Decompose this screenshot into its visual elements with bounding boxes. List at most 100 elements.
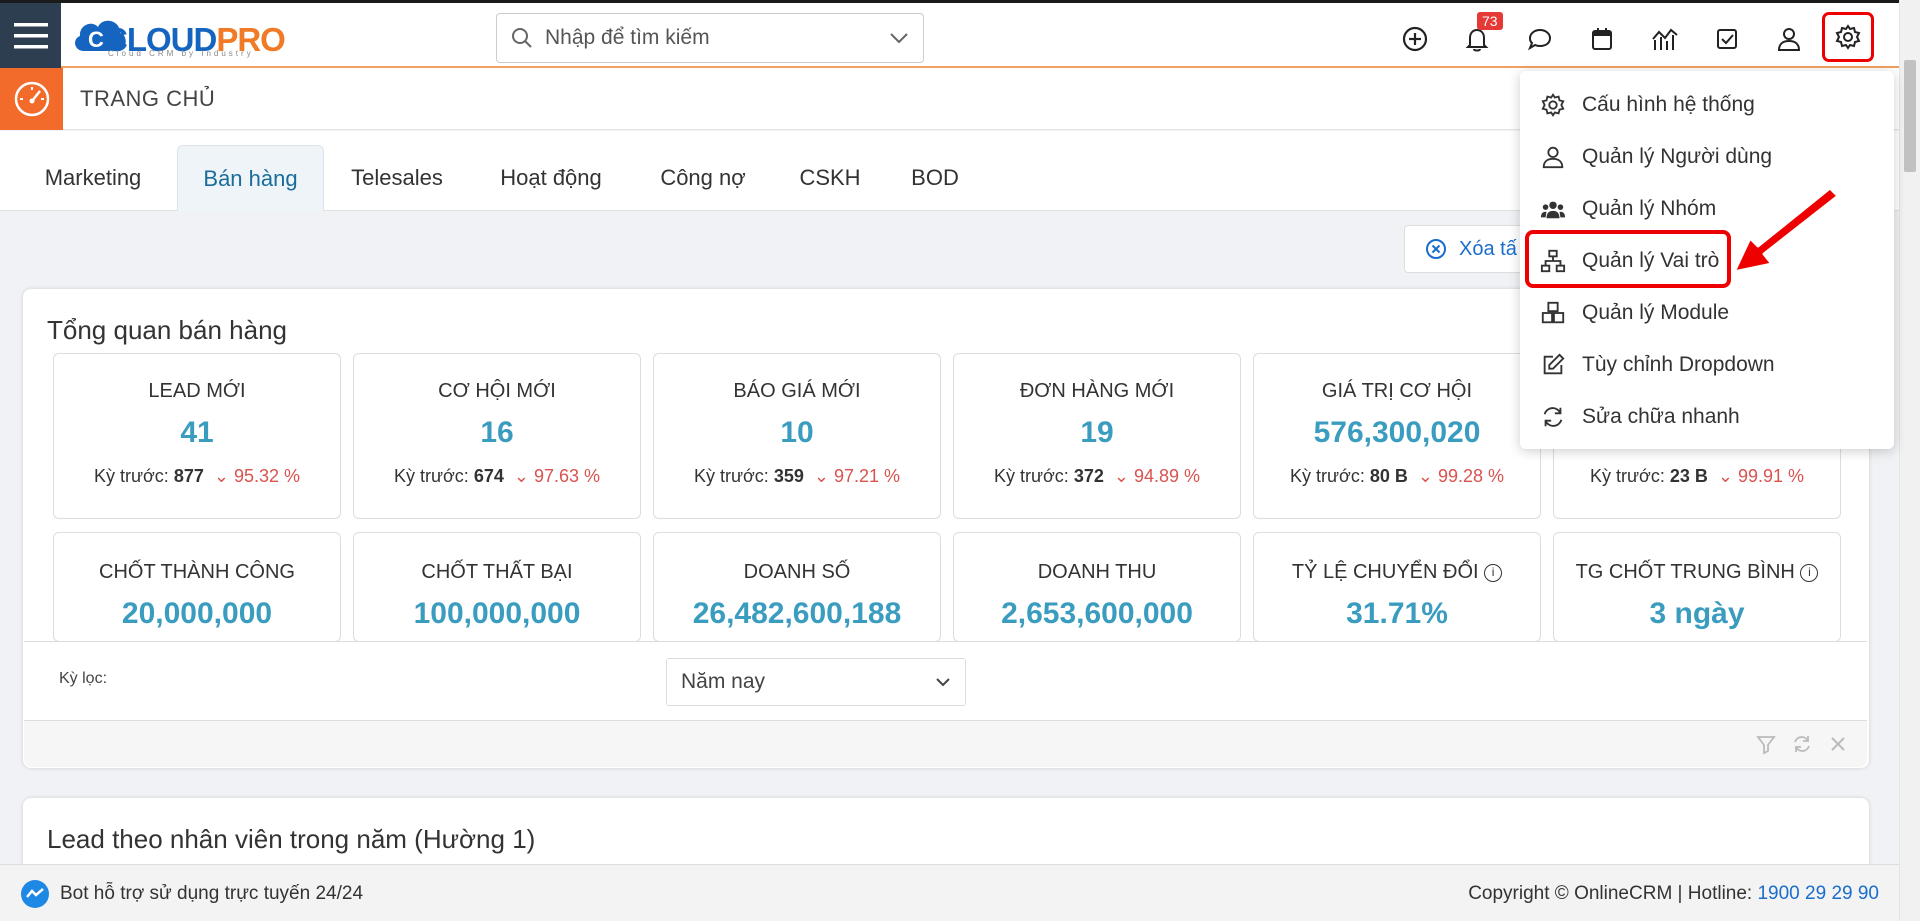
period-select[interactable]: Năm nay xyxy=(666,658,966,706)
menu-item-label: Sửa chữa nhanh xyxy=(1582,405,1740,428)
notification-badge: 73 xyxy=(1477,12,1503,30)
search-input[interactable]: Nhập để tìm kiếm xyxy=(545,26,710,49)
tab-ban-hang[interactable]: Bán hàng xyxy=(177,145,324,211)
global-search[interactable]: Nhập để tìm kiếm xyxy=(496,13,924,63)
boxes-icon xyxy=(1541,301,1565,324)
kpi-label: LEAD MỚI xyxy=(148,380,246,402)
bell-icon xyxy=(1465,28,1489,52)
kpi-label: CƠ HỘI MỚI xyxy=(438,380,556,402)
scrollbar-thumb[interactable] xyxy=(1904,60,1916,172)
kpi-previous: Kỳ trước: 372 ⌄ 94.89 % xyxy=(993,466,1201,486)
logo-tagline: Cloud CRM by Industry xyxy=(108,49,254,58)
kpi-value: 20,000,000 xyxy=(121,597,273,630)
filter-icon[interactable] xyxy=(1755,733,1777,755)
chevron-down-icon: ⌄ xyxy=(813,466,834,486)
kpi-label: GIÁ TRỊ CƠ HỘI xyxy=(1321,380,1473,402)
kpi-card-doanh-thu[interactable]: DOANH THU 2,653,600,000 xyxy=(953,532,1241,642)
menu-item-dropdown-customize[interactable]: Tùy chỉnh Dropdown xyxy=(1520,340,1894,390)
kpi-change: ⌄ 99.91 % xyxy=(1717,466,1805,486)
kpi-value: 10 xyxy=(780,416,814,449)
reports-button[interactable] xyxy=(1643,17,1687,61)
page-scrollbar[interactable] xyxy=(1899,0,1920,921)
menu-toggle-button[interactable] xyxy=(0,3,61,68)
menu-item-system-config[interactable]: Cấu hình hệ thống xyxy=(1520,80,1894,130)
kpi-value: 41 xyxy=(180,416,214,449)
calendar-button[interactable] xyxy=(1580,17,1624,61)
cloudpro-logo[interactable]: C CLOUDPRO Cloud CRM by Industry xyxy=(70,9,295,61)
filter-label: Kỳ lọc: xyxy=(59,670,108,687)
user-icon xyxy=(1777,28,1801,51)
kpi-value: 100,000,000 xyxy=(413,597,581,630)
profile-button[interactable] xyxy=(1767,17,1811,61)
card-title: Lead theo nhân viên trong năm (Hường 1) xyxy=(47,824,536,854)
chat-icon xyxy=(1527,28,1552,51)
kpi-label: CHỐT THÀNH CÔNG xyxy=(99,561,295,583)
refresh-icon[interactable] xyxy=(1791,733,1813,755)
tab-cong-no[interactable]: Công nợ xyxy=(660,165,746,190)
clear-filters-button[interactable]: Xóa tấ xyxy=(1404,225,1534,273)
settings-dropdown: Cấu hình hệ thống Quản lý Người dùng Quả… xyxy=(1520,71,1894,449)
menu-item-user-management[interactable]: Quản lý Người dùng xyxy=(1520,132,1894,182)
chevron-down-icon: ⌄ xyxy=(1717,466,1738,486)
users-icon xyxy=(1540,201,1566,219)
close-circle-icon xyxy=(1426,239,1446,259)
annotation-arrow-icon xyxy=(1732,186,1840,274)
kpi-card-doanh-so[interactable]: DOANH SỐ 26,482,600,188 xyxy=(653,532,941,642)
add-button[interactable] xyxy=(1393,17,1437,61)
kpi-card-chot-that-bai[interactable]: CHỐT THẤT BẠI 100,000,000 xyxy=(353,532,641,642)
tasks-button[interactable] xyxy=(1705,17,1749,61)
hierarchy-icon xyxy=(1540,249,1566,273)
chat-button[interactable] xyxy=(1518,17,1562,61)
kpi-value: 16 xyxy=(480,416,514,449)
tab-telesales[interactable]: Telesales xyxy=(351,165,443,190)
tab-marketing[interactable]: Marketing xyxy=(44,165,142,190)
kpi-card-chot-thanh-cong[interactable]: CHỐT THÀNH CÔNG 20,000,000 xyxy=(53,532,341,642)
menu-item-quick-repair[interactable]: Sửa chữa nhanh xyxy=(1520,392,1894,442)
kpi-change: ⌄ 99.28 % xyxy=(1417,466,1505,486)
settings-button[interactable] xyxy=(1822,12,1874,62)
chevron-down-icon: ⌄ xyxy=(213,466,234,486)
checkbox-icon xyxy=(1717,29,1737,49)
kpi-card-tg-chot-trung-binh[interactable]: TG CHỐT TRUNG BÌNH i 3 ngày xyxy=(1553,532,1841,642)
kpi-card-lead-moi[interactable]: LEAD MỚI 41 Kỳ trước: 877 ⌄ 95.32 % xyxy=(53,353,341,519)
chatbot-support-link[interactable]: Bot hỗ trợ sử dụng trực tuyến 24/24 xyxy=(60,883,364,904)
copyright-text: Copyright © OnlineCRM | Hotline: 1900 29… xyxy=(1468,883,1879,904)
page-title: TRANG CHỦ xyxy=(80,86,216,111)
notifications-button[interactable]: 73 xyxy=(1455,12,1503,61)
period-select-value: Năm nay xyxy=(681,670,766,693)
search-icon xyxy=(512,28,532,48)
kpi-card-don-hang-moi[interactable]: ĐƠN HÀNG MỚI 19 Kỳ trước: 372 ⌄ 94.89 % xyxy=(953,353,1241,519)
messenger-icon[interactable] xyxy=(20,879,50,909)
kpi-change: ⌄ 97.63 % xyxy=(513,466,601,486)
info-icon: i xyxy=(1484,563,1503,582)
kpi-card-ty-le-chuyen-doi[interactable]: TỶ LỆ CHUYỂN ĐỔI i 31.71% xyxy=(1253,532,1541,642)
speedometer-icon xyxy=(14,81,49,117)
cloud-logo-icon: C xyxy=(75,20,126,52)
dashboard-icon-box xyxy=(0,68,63,130)
info-icon: i xyxy=(1800,563,1819,582)
chevron-down-icon xyxy=(936,678,950,687)
kpi-card-co-hoi-moi[interactable]: CƠ HỘI MỚI 16 Kỳ trước: 674 ⌄ 97.63 % xyxy=(353,353,641,519)
kpi-card-bao-gia-moi[interactable]: BÁO GIÁ MỚI 10 Kỳ trước: 359 ⌄ 97.21 % xyxy=(653,353,941,519)
tab-hoat-dong[interactable]: Hoạt động xyxy=(500,165,602,190)
kpi-value: 576,300,020 xyxy=(1313,416,1481,449)
menu-item-label: Quản lý Nhóm xyxy=(1582,197,1717,220)
menu-item-group-management[interactable]: Quản lý Nhóm xyxy=(1520,184,1894,234)
close-icon[interactable] xyxy=(1827,733,1849,755)
kpi-value: 31.71% xyxy=(1346,597,1448,630)
menu-item-label: Cấu hình hệ thống xyxy=(1582,93,1755,116)
kpi-label: CHỐT THẤT BẠI xyxy=(421,561,573,583)
card-actions xyxy=(1755,733,1849,755)
hotline-link[interactable]: 1900 29 29 90 xyxy=(1757,883,1879,904)
tab-bod[interactable]: BOD xyxy=(911,165,959,190)
chevron-down-icon[interactable] xyxy=(889,32,909,44)
tab-cskh[interactable]: CSKH xyxy=(799,165,861,190)
menu-item-module-management[interactable]: Quản lý Module xyxy=(1520,288,1894,338)
kpi-card-gia-tri-co-hoi[interactable]: GIÁ TRỊ CƠ HỘI 576,300,020 Kỳ trước: 80 … xyxy=(1253,353,1541,519)
chart-icon xyxy=(1652,28,1678,50)
calendar-icon xyxy=(1592,28,1612,50)
role-management-highlight xyxy=(1525,230,1731,288)
menu-item-label: Quản lý Người dùng xyxy=(1582,145,1773,168)
kpi-label: TG CHỐT TRUNG BÌNH i xyxy=(1554,561,1840,584)
menu-item-role-management[interactable]: Quản lý Vai trò xyxy=(1520,236,1894,286)
